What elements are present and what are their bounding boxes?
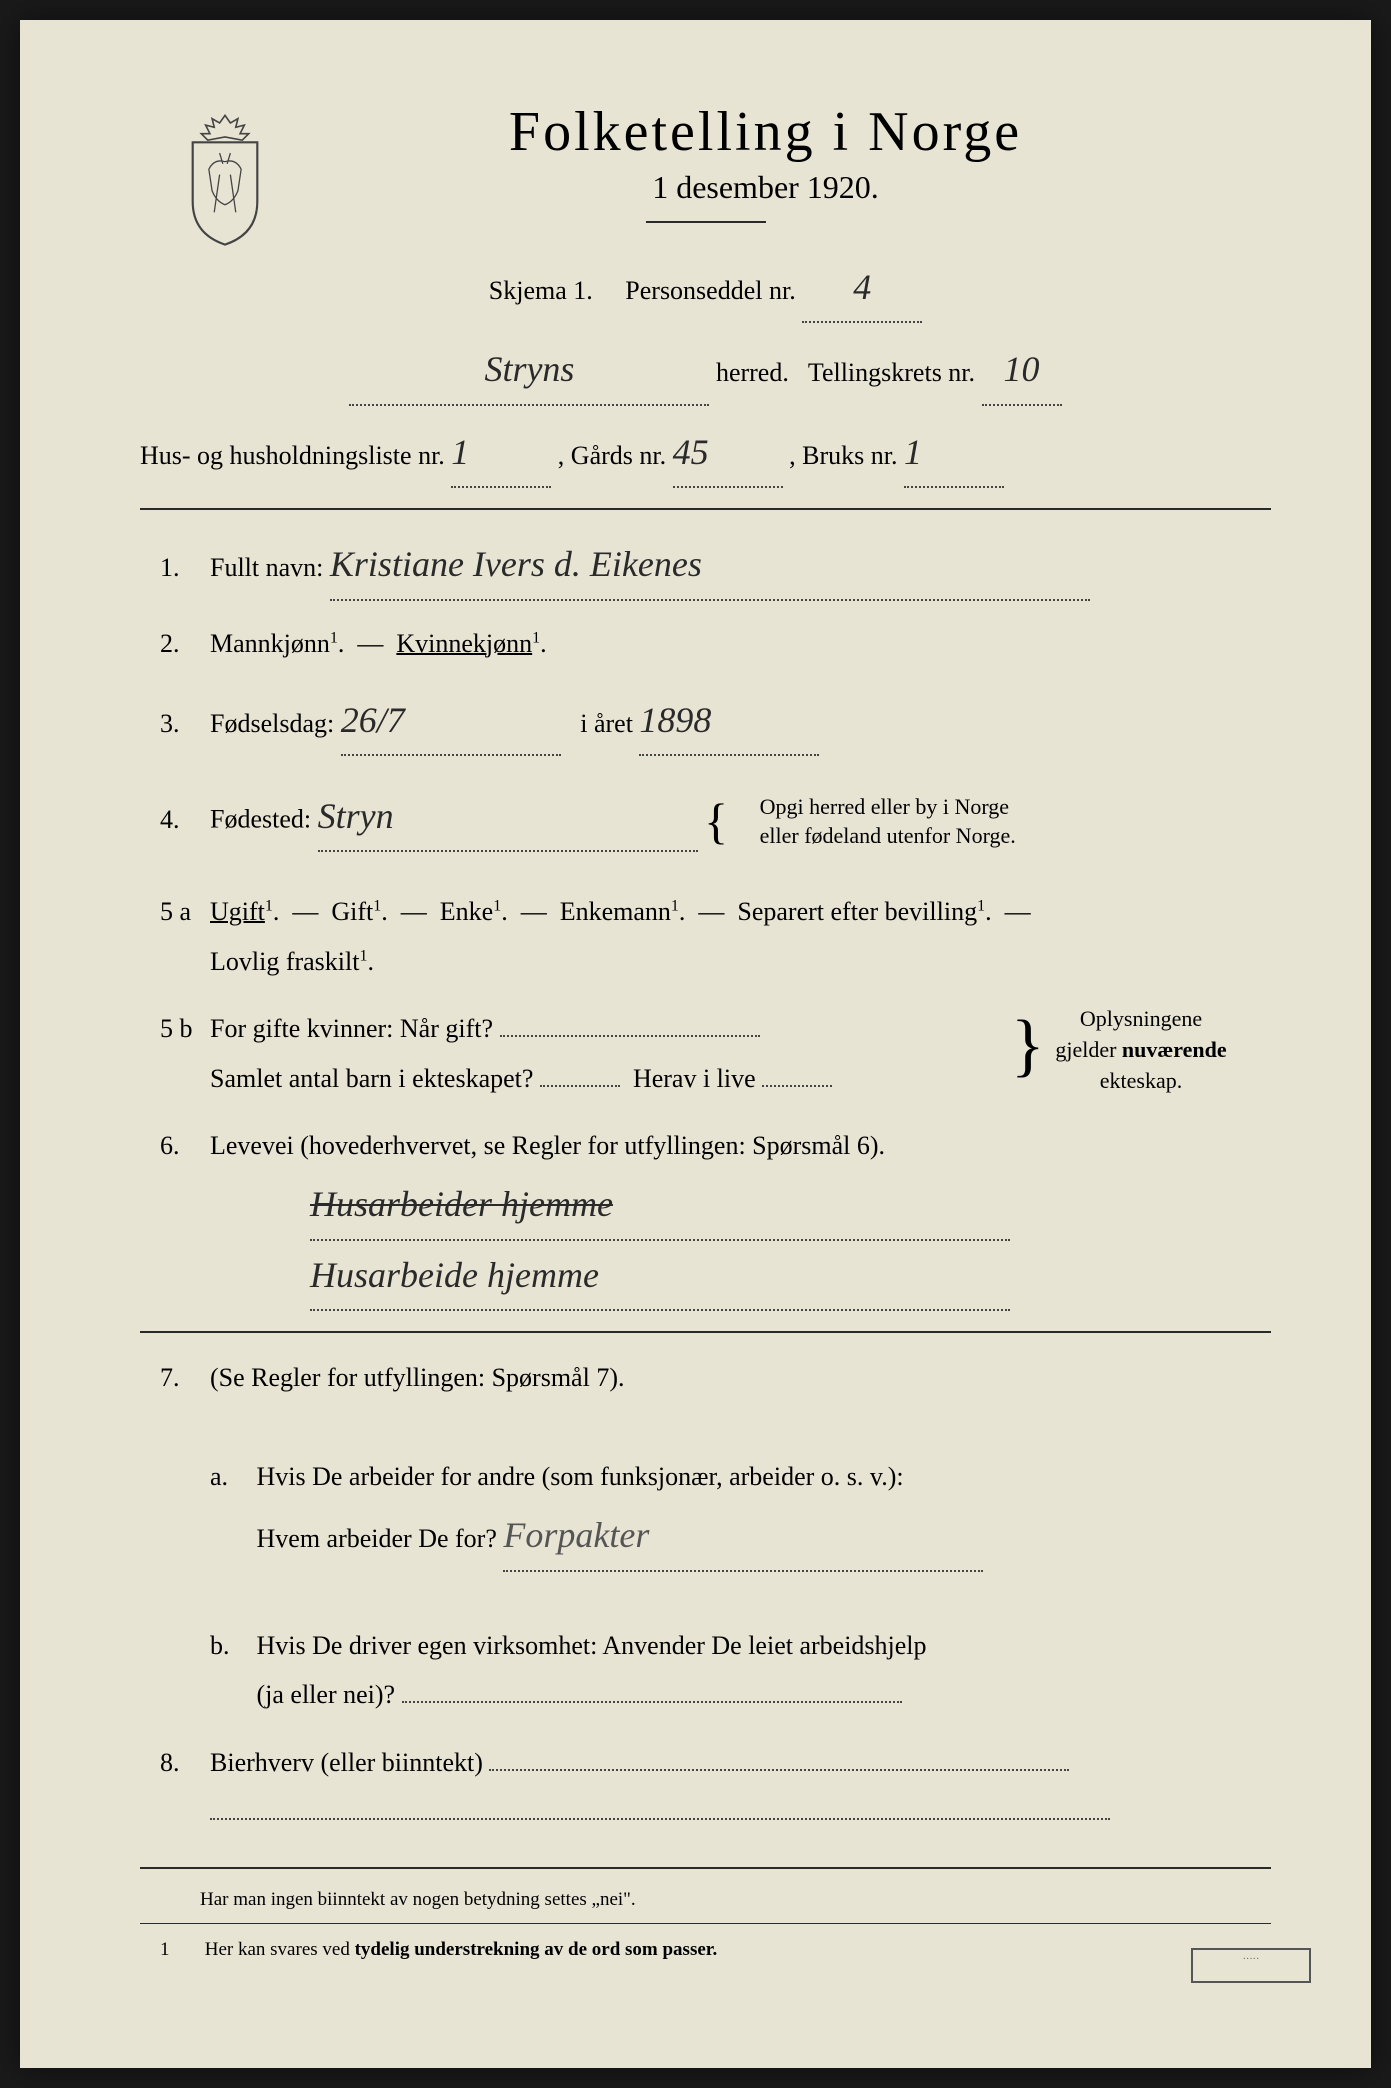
q5b-num: 5 b: [140, 1014, 210, 1044]
q8-num: 8.: [140, 1748, 210, 1778]
personseddel-label: Personseddel nr.: [625, 276, 795, 305]
q3-day: 26/7: [341, 700, 405, 740]
q7-label: (Se Regler for utfyllingen: Spørsmål 7).: [210, 1363, 624, 1392]
hus-line: Hus- og husholdningsliste nr. 1 , Gårds …: [140, 418, 1271, 488]
q5a-separert: Separert efter bevilling: [737, 897, 977, 926]
q5a-ugift: Ugift: [210, 897, 265, 926]
q5b-line1: For gifte kvinner: Når gift?: [210, 1014, 493, 1043]
q4-label: Fødested:: [210, 805, 311, 834]
skjema-line: Skjema 1. Personseddel nr. 4: [140, 253, 1271, 323]
personseddel-nr: 4: [853, 267, 871, 307]
q2-kvinne: Kvinnekjønn: [396, 629, 532, 658]
document-subtitle: 1 desember 1920.: [260, 169, 1271, 206]
q5b-note: } Oplysningene gjelder nuværende ekteska…: [1031, 1004, 1251, 1096]
bruks-nr: 1: [904, 432, 922, 472]
tellingskrets-label: Tellingskrets nr.: [808, 358, 975, 387]
q3-year-label: i året: [580, 709, 633, 738]
q1-value: Kristiane Ivers d. Eikenes: [330, 544, 702, 584]
q7a-label: a.: [210, 1452, 250, 1501]
bruks-label: , Bruks nr.: [789, 441, 897, 470]
footnote-1: Har man ingen biinntekt av nogen betydni…: [140, 1889, 1271, 1911]
herred-label: herred.: [716, 358, 789, 387]
q6-value: Husarbeide hjemme: [310, 1255, 599, 1295]
census-form-document: Folketelling i Norge 1 desember 1920. Sk…: [20, 20, 1371, 2068]
q7a-value: Forpakter: [503, 1515, 649, 1555]
q8-row: 8. Bierhverv (eller biinntekt): [140, 1738, 1271, 1837]
q7a-text2: Hvem arbeider De for?: [257, 1524, 497, 1553]
q3-year: 1898: [639, 700, 711, 740]
q5a-enkemann: Enkemann: [560, 897, 671, 926]
q5a-gift: Gift: [331, 897, 373, 926]
divider: [140, 508, 1271, 510]
form-header: Folketelling i Norge 1 desember 1920.: [140, 100, 1271, 223]
divider: [140, 1331, 1271, 1333]
q7-num: 7.: [140, 1363, 210, 1393]
q5b-line2: Samlet antal barn i ekteskapet?: [210, 1064, 533, 1093]
q1-label: Fullt navn:: [210, 553, 323, 582]
gards-nr: 45: [673, 432, 709, 472]
tellingskrets-nr: 10: [1004, 349, 1040, 389]
q7b-text1: Hvis De driver egen virksomhet: Anvender…: [257, 1631, 927, 1660]
document-title: Folketelling i Norge: [260, 100, 1271, 164]
gards-label: , Gårds nr.: [558, 441, 666, 470]
divider: [646, 221, 766, 223]
q3-label: Fødselsdag:: [210, 709, 334, 738]
hus-label: Hus- og husholdningsliste nr.: [140, 441, 445, 470]
q5b-row: 5 b For gifte kvinner: Når gift? Samlet …: [140, 1004, 1271, 1103]
q2-num: 2.: [140, 629, 210, 659]
q5a-row: 5 a Ugift1. — Gift1. — Enke1. — Enkemann…: [140, 887, 1271, 986]
q5a-num: 5 a: [140, 897, 210, 927]
q4-note2: eller fødeland utenfor Norge.: [760, 823, 1016, 848]
herred-line: Stryns herred. Tellingskrets nr. 10: [140, 335, 1271, 405]
printer-stamp: ·····: [1191, 1948, 1311, 1983]
q6-label: Levevei (hovederhvervet, se Regler for u…: [210, 1131, 885, 1160]
q4-note1: Opgi herred eller by i Norge: [760, 794, 1009, 819]
q1-row: 1. Fullt navn: Kristiane Ivers d. Eikene…: [140, 530, 1271, 600]
coat-of-arms-icon: [170, 110, 280, 250]
divider: [140, 1923, 1271, 1924]
q2-mann: Mannkjønn: [210, 629, 330, 658]
q5a-enke: Enke: [440, 897, 493, 926]
q6-num: 6.: [140, 1131, 210, 1161]
q7b-label: b.: [210, 1621, 250, 1670]
q5b-herav: Herav i live: [633, 1064, 756, 1093]
q1-num: 1.: [140, 553, 210, 583]
q6-row: 6. Levevei (hovederhvervet, se Regler fo…: [140, 1121, 1271, 1311]
footnote-2: 1 Her kan svares ved tydelig understrekn…: [140, 1939, 1271, 1961]
skjema-label: Skjema 1.: [489, 276, 593, 305]
q3-num: 3.: [140, 709, 210, 739]
hus-nr: 1: [451, 432, 469, 472]
q4-value: Stryn: [318, 796, 394, 836]
divider: [140, 1867, 1271, 1869]
q5a-lovlig: Lovlig fraskilt: [210, 947, 359, 976]
q8-label: Bierhverv (eller biinntekt): [210, 1748, 483, 1777]
q4-row: 4. Fødested: Stryn { Opgi herred eller b…: [140, 774, 1271, 869]
q6-value-struck: Husarbeider hjemme: [310, 1184, 613, 1224]
q7a-text1: Hvis De arbeider for andre (som funksjon…: [257, 1462, 904, 1491]
q2-row: 2. Mannkjønn1. — Kvinnekjønn1.: [140, 619, 1271, 668]
q3-row: 3. Fødselsdag: 26/7 i året 1898: [140, 686, 1271, 756]
q7b-text2: (ja eller nei)?: [257, 1680, 396, 1709]
q4-num: 4.: [140, 805, 210, 835]
herred-name: Stryns: [484, 349, 574, 389]
q7-row: 7. (Se Regler for utfyllingen: Spørsmål …: [140, 1353, 1271, 1720]
